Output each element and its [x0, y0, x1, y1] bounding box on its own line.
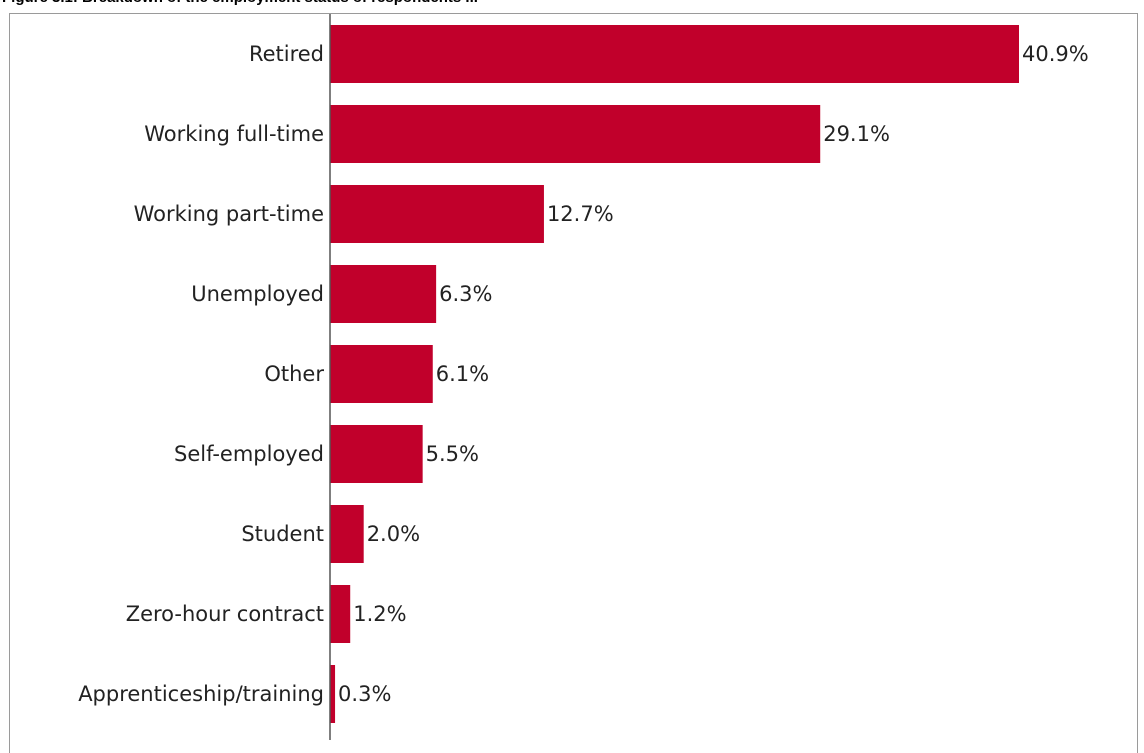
value-label-unemployed: 6.3%: [439, 282, 492, 306]
value-label-apprenticeship-training: 0.3%: [338, 682, 391, 706]
category-labels-group: Retired Working full-time Working part-tim…: [78, 42, 324, 706]
value-label-student: 2.0%: [367, 522, 420, 546]
bar-working-part-time: [330, 185, 544, 243]
category-label-working-full-time: Working full-time: [144, 122, 324, 146]
category-label-zero-hour-contract: Zero-hour contract: [126, 602, 324, 626]
category-label-retired: Retired: [249, 42, 324, 66]
value-label-self-employed: 5.5%: [426, 442, 479, 466]
value-label-other: 6.1%: [436, 362, 489, 386]
bar-other: [330, 345, 433, 403]
value-label-retired: 40.9%: [1022, 42, 1089, 66]
bars-group: [330, 25, 1019, 723]
chart-frame: [9, 13, 1138, 753]
bar-retired: [330, 25, 1019, 83]
category-label-working-part-time: Working part-time: [134, 202, 324, 226]
category-label-unemployed: Unemployed: [191, 282, 324, 306]
chart-title: Figure 3.1: Breakdown of the employment …: [0, 0, 1144, 8]
bar-unemployed: [330, 265, 437, 323]
bar-self-employed: [330, 425, 423, 483]
value-label-working-full-time: 29.1%: [823, 122, 890, 146]
category-label-self-employed: Self-employed: [174, 442, 324, 466]
category-label-other: Other: [264, 362, 324, 386]
value-labels-group: 40.9% 29.1% 12.7% 6.3% 6.1% 5.5% 2.0% 1.2% 0.3%: [338, 42, 1089, 706]
bar-zero-hour-contract: [330, 585, 351, 643]
category-label-apprenticeship-training: Apprenticeship/training: [78, 682, 324, 706]
bar-working-full-time: [330, 105, 821, 163]
value-label-zero-hour-contract: 1.2%: [353, 602, 406, 626]
chart-title-strip: Figure 3.1: Breakdown of the employment …: [0, 0, 1144, 8]
bar-student: [330, 505, 364, 563]
category-label-student: Student: [241, 522, 324, 546]
bar-apprenticeship-training: [330, 665, 336, 723]
value-label-working-part-time: 12.7%: [547, 202, 614, 226]
